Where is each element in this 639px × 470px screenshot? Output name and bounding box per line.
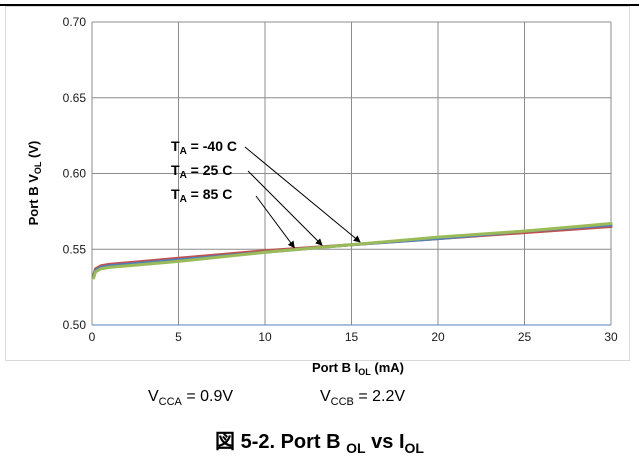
series-label-0: TA = -40 C [171,138,237,157]
x-tick-label: 30 [604,330,618,344]
x-tick-label: 20 [431,330,445,344]
grid [91,21,612,326]
x-tick-label: 5 [175,330,182,344]
chart-frame [5,6,630,361]
series-annotations: TA = -40 C TA = 25 C TA = 85 C [171,138,361,249]
y-tick-labels: 0.50 0.55 0.60 0.65 0.70 [63,15,87,332]
x-tick-label: 0 [89,330,96,344]
figure-caption: 図 5-2. Port B OL vs IOL [215,431,424,456]
x-tick-label: 25 [518,330,532,344]
x-tick-label: 10 [258,330,272,344]
series-line-0 [92,225,613,277]
x-tick-labels: 0 5 10 15 20 25 30 [89,330,618,344]
y-axis-title: Port B VOL (V) [26,141,43,226]
series-lines [92,222,613,280]
series-line-2 [92,222,613,280]
y-tick-label: 0.50 [63,318,87,332]
vcca-condition: VCCA = 0.9V [148,388,234,409]
vccb-condition: VCCB = 2.2V [320,388,406,409]
y-tick-label: 0.55 [63,242,87,256]
annotation-arrow-2 [255,195,295,249]
y-tick-label: 0.65 [63,91,87,105]
x-tick-label: 15 [345,330,359,344]
top-rule [0,4,639,6]
annotation-arrow-0 [244,146,361,243]
annotation-arrow-1 [247,170,323,246]
y-tick-label: 0.70 [63,15,87,29]
series-label-1: TA = 25 C [171,162,232,181]
x-axis-title: Port B IOL (mA) [312,360,404,377]
y-tick-label: 0.60 [63,167,87,181]
series-label-2: TA = 85 C [171,186,232,205]
